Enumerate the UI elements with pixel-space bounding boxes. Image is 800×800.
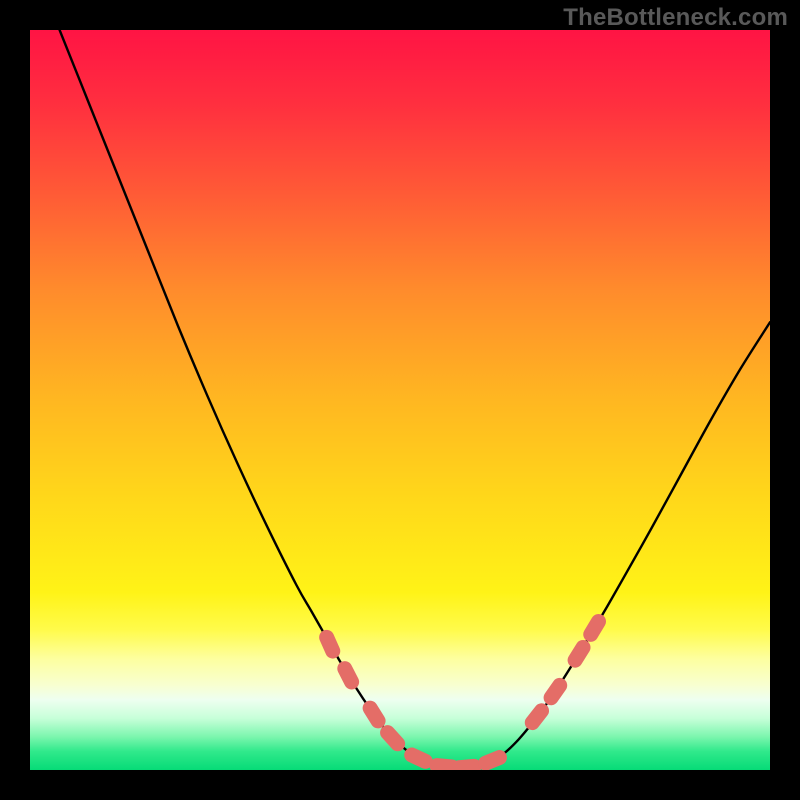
plot-background-gradient: [30, 30, 770, 770]
chart-stage: TheBottleneck.com: [0, 0, 800, 800]
bottleneck-chart: [0, 0, 800, 800]
watermark-text: TheBottleneck.com: [563, 4, 788, 32]
